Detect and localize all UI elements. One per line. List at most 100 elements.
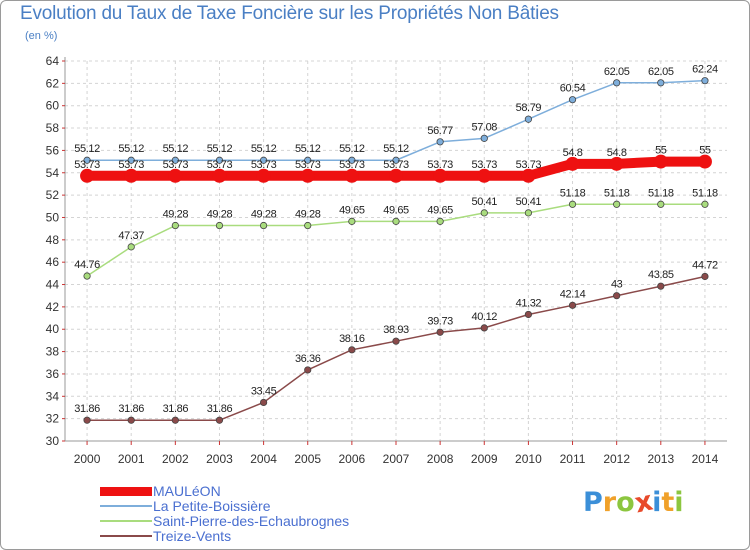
legend-label: MAULéON [153, 483, 221, 499]
data-point [480, 324, 488, 332]
data-label: 51.18 [648, 187, 674, 199]
y-tick-label: 54 [46, 166, 60, 180]
data-label: 31.86 [118, 403, 144, 415]
data-point [565, 156, 580, 171]
data-label: 49.28 [251, 209, 277, 221]
data-point [613, 200, 621, 208]
data-point [524, 115, 533, 123]
data-point [480, 134, 488, 142]
data-point [259, 398, 268, 407]
x-tick-label: 2003 [206, 452, 233, 466]
y-tick-label: 34 [46, 389, 60, 403]
legend-swatch [100, 505, 152, 507]
data-point [436, 217, 444, 225]
data-label: 53.73 [163, 159, 189, 171]
data-point [701, 77, 709, 85]
data-label: 53.73 [251, 159, 277, 171]
data-label: 55.12 [295, 143, 321, 155]
data-label: 38.93 [383, 324, 409, 336]
data-point [83, 156, 91, 164]
data-label: 49.65 [427, 204, 453, 216]
data-point [521, 168, 536, 183]
data-point [657, 282, 665, 290]
x-tick-label: 2004 [250, 452, 277, 466]
y-tick-label: 64 [46, 54, 60, 68]
legend-swatch [100, 487, 152, 496]
data-point [83, 416, 91, 424]
chart-title: Evolution du Taux de Taxe Foncière sur l… [20, 3, 559, 24]
data-label: 55.12 [118, 143, 144, 155]
logo-letter: P [583, 487, 603, 518]
logo-letter: r [602, 487, 617, 518]
y-tick-label: 50 [46, 210, 60, 224]
data-label: 55.12 [207, 143, 233, 155]
data-point [259, 156, 268, 164]
data-label: 62.05 [648, 66, 674, 78]
y-tick-label: 52 [46, 188, 60, 202]
data-point [215, 416, 224, 424]
y-tick-label: 48 [46, 233, 60, 247]
data-label: 55 [699, 145, 711, 157]
x-tick-label: 2000 [74, 452, 101, 466]
data-point [697, 154, 712, 169]
data-point [701, 200, 709, 208]
x-tick-label: 2009 [471, 452, 498, 466]
x-tick-label: 2013 [647, 452, 674, 466]
data-label: 51.18 [560, 187, 586, 199]
data-label: 53.73 [472, 159, 498, 171]
y-tick-label: 60 [46, 99, 60, 113]
data-point [392, 217, 400, 225]
data-point [215, 156, 224, 164]
data-label: 55.12 [383, 143, 409, 155]
y-tick-label: 36 [46, 367, 60, 381]
data-point [568, 200, 577, 208]
data-label: 49.28 [295, 209, 321, 221]
data-point [568, 96, 577, 104]
y-tick-label: 46 [46, 255, 60, 269]
data-point [348, 156, 356, 164]
y-tick-label: 32 [46, 412, 60, 426]
data-point [168, 168, 183, 183]
data-label: 55.12 [339, 143, 365, 155]
data-point [83, 272, 91, 280]
data-label: 44.76 [74, 259, 100, 271]
data-point [524, 310, 533, 319]
data-label: 49.28 [207, 209, 233, 221]
logo-letter: i [674, 487, 684, 518]
data-point [524, 209, 533, 217]
data-point [613, 292, 621, 300]
data-point [304, 366, 312, 374]
data-label: 49.65 [339, 204, 365, 216]
data-labels: 53.73 53.73 53.73 53.73 53.73 53.73 53.73 53.73… [74, 64, 718, 416]
data-label: 36.36 [295, 353, 321, 365]
x-tick-label: 2010 [515, 452, 542, 466]
data-label: 31.86 [74, 403, 100, 415]
data-label: 55.12 [74, 143, 100, 155]
y-tick-label: 38 [46, 345, 60, 359]
data-point [127, 243, 135, 251]
data-label: 40.12 [472, 311, 498, 323]
data-point [259, 221, 268, 230]
proxiti-logo: Proxiti [583, 486, 684, 520]
x-tick-label: 2011 [560, 452, 586, 466]
data-label: 53.73 [118, 159, 144, 171]
data-label: 31.86 [163, 403, 189, 415]
y-tick-label: 58 [46, 121, 60, 135]
data-point [348, 346, 356, 354]
y-tick-label: 62 [46, 76, 60, 90]
data-point [215, 221, 224, 230]
logo-letter: i [652, 487, 662, 518]
data-label: 57.08 [472, 121, 498, 133]
x-tick-label: 2005 [294, 452, 321, 466]
data-point [392, 156, 400, 164]
data-point [171, 416, 179, 424]
data-point [653, 154, 668, 169]
data-label: 55.12 [251, 143, 277, 155]
data-label: 53.73 [295, 159, 321, 171]
series-lines [80, 77, 712, 424]
data-point [568, 301, 577, 309]
x-tick-label: 2008 [427, 452, 454, 466]
axes: 30 32 34 36 38 40 42 44 46 48 50 52 54 56 58 60 62 64 2000… [46, 54, 727, 466]
data-label: 53.73 [383, 159, 409, 171]
data-point [127, 156, 135, 164]
